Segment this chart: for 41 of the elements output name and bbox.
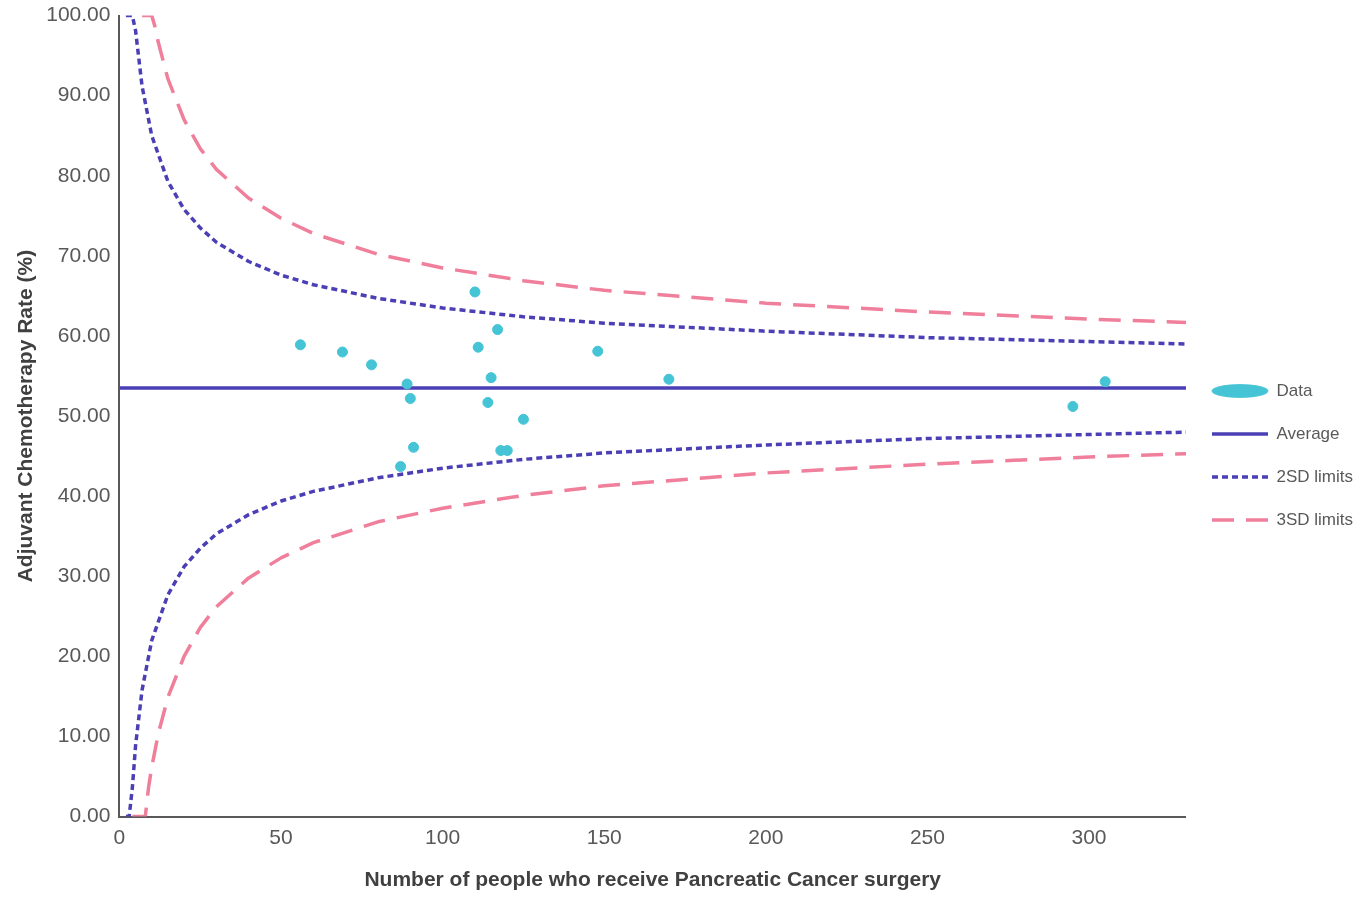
point [404, 392, 416, 404]
point [472, 341, 484, 353]
x-tick-label: 250 [909, 825, 945, 848]
legend-label: 3SD limits [1276, 509, 1354, 529]
y-tick-label: 40.00 [57, 483, 111, 506]
point [482, 396, 494, 408]
x-tick-label: 150 [586, 825, 622, 848]
point [492, 324, 504, 336]
y-tick-label: 70.00 [57, 242, 111, 266]
y-tick-label: 50.00 [57, 402, 111, 426]
y-tick-label: 20.00 [57, 643, 111, 667]
y-tick-label: 80.00 [57, 162, 111, 186]
point [395, 461, 407, 473]
y-tick-label: 90.00 [57, 82, 111, 106]
point [485, 372, 497, 384]
legend-label: Average [1276, 423, 1340, 443]
legend-label: 2SD limits [1276, 466, 1354, 486]
y-tick-label: 30.00 [57, 563, 111, 587]
point [663, 373, 675, 385]
y-axis-title: Adjuvant Chemotherapy Rate (%) [13, 249, 37, 583]
point [366, 359, 378, 371]
point [592, 345, 604, 357]
y-tick-label: 10.00 [57, 723, 111, 747]
x-tick-label: 50 [269, 825, 293, 848]
point [336, 346, 348, 358]
point [401, 378, 413, 390]
y-tick-label: 0.00 [69, 803, 111, 827]
x-tick-label: 300 [1071, 825, 1107, 848]
point [1067, 400, 1079, 412]
point [1099, 376, 1111, 388]
legend-label: Data [1276, 380, 1313, 400]
point [517, 413, 529, 425]
x-axis-title: Number of people who receive Pancreatic Cancer surgery [364, 867, 942, 891]
x-tick-label: 0 [113, 825, 126, 848]
point [469, 286, 481, 298]
x-tick-label: 100 [425, 825, 461, 848]
y-tick-label: 60.00 [57, 322, 111, 346]
x-tick-label: 200 [748, 825, 784, 848]
point [408, 441, 420, 453]
y-tick-label: 100.00 [46, 2, 111, 26]
point [294, 339, 306, 351]
